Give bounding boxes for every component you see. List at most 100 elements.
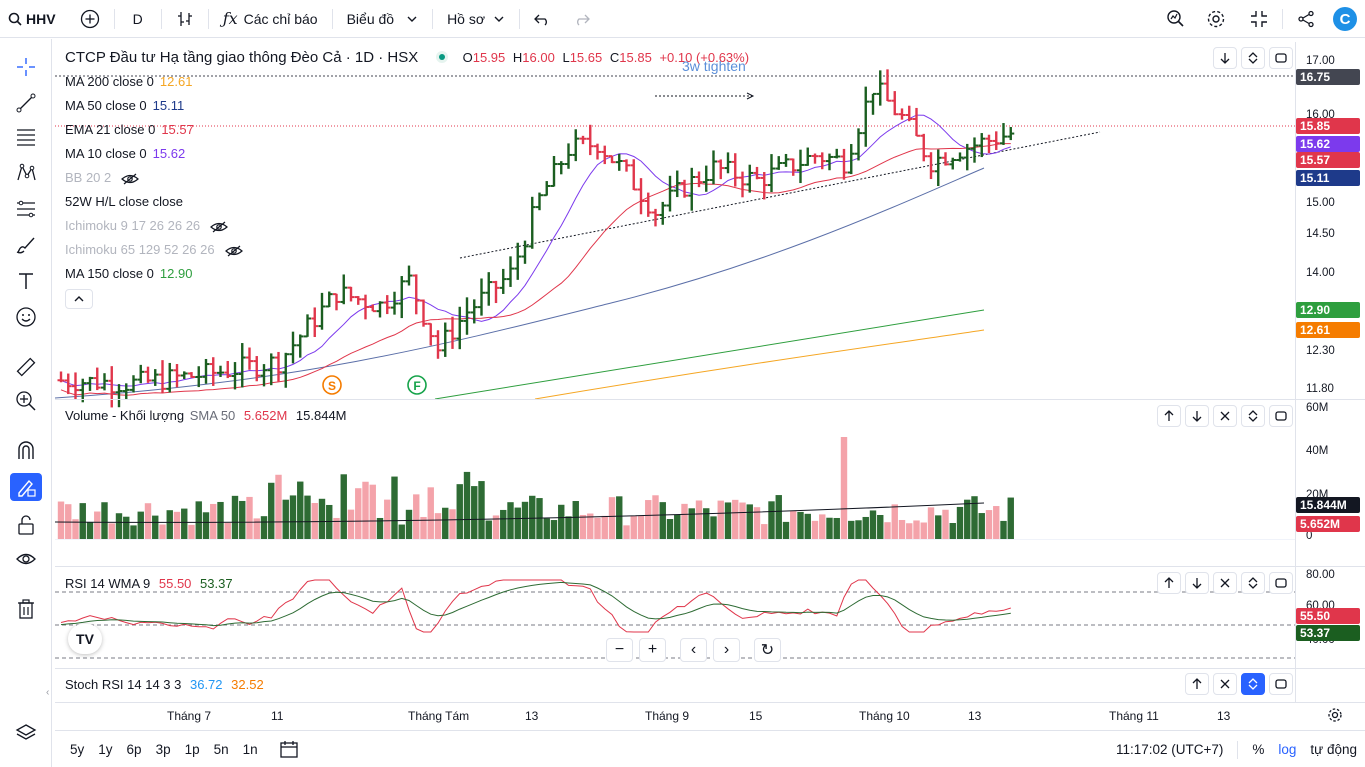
share-button[interactable] <box>1283 0 1329 38</box>
eye-off-icon[interactable] <box>121 173 140 185</box>
stoch-title[interactable]: Stoch RSI 14 14 3 3 <box>65 677 182 692</box>
plus-icon: + <box>647 641 658 658</box>
redo-button[interactable] <box>564 0 600 38</box>
move-up-button[interactable] <box>1185 673 1209 695</box>
scroll-left-button[interactable]: ‹ <box>680 638 707 662</box>
move-down-button[interactable] <box>1213 47 1237 69</box>
maximize-pane-button[interactable] <box>1241 673 1265 695</box>
compare-button[interactable] <box>66 0 114 38</box>
collapse-pane-button[interactable] <box>1269 572 1293 594</box>
ruler-tool[interactable] <box>10 353 42 381</box>
ohlc-bar <box>362 294 369 320</box>
indicators-button[interactable]: ƒx Các chỉ báo <box>209 0 332 38</box>
collapse-handle[interactable]: ‹ <box>46 687 50 698</box>
settings-button[interactable] <box>1196 0 1236 38</box>
maximize-pane-button[interactable] <box>1241 47 1265 69</box>
range-button-1y[interactable]: 1y <box>98 741 113 757</box>
undo-button[interactable] <box>520 0 564 38</box>
eye-off-icon[interactable] <box>224 245 243 257</box>
clock[interactable]: 11:17:02 (UTC+7) <box>1115 742 1224 757</box>
zoom-out-button[interactable]: − <box>606 638 633 662</box>
indicator-legend[interactable]: BB 20 2 <box>65 170 140 185</box>
move-down-button[interactable] <box>1185 405 1209 427</box>
pane-separator[interactable] <box>55 399 1365 400</box>
zoom-tool[interactable] <box>10 387 42 415</box>
profile-menu-button[interactable]: Hồ sơ <box>433 0 519 38</box>
volume-bar <box>920 522 927 539</box>
volume-bar <box>637 515 645 539</box>
scroll-right-button[interactable]: › <box>713 638 740 662</box>
indicator-legend[interactable]: MA 200 close 0 12.61 <box>65 74 192 89</box>
pane-separator[interactable] <box>55 566 1365 567</box>
remove-pane-button[interactable] <box>1213 673 1237 695</box>
indicator-legend[interactable]: Ichimoku 9 17 26 26 26 <box>65 218 229 233</box>
ohlc-bar <box>666 175 674 212</box>
chart-type-button[interactable] <box>162 0 208 38</box>
indicator-legend[interactable]: 52W H/L close close <box>65 194 183 209</box>
log-toggle[interactable]: log <box>1278 742 1297 757</box>
indicator-legend[interactable]: MA 150 close 0 12.90 <box>65 266 192 281</box>
zoom-in-button[interactable]: + <box>639 638 666 662</box>
symbol-search[interactable]: HHV <box>0 0 66 38</box>
trendline-tool[interactable] <box>10 89 42 117</box>
chart-menu-button[interactable]: Biểu đồ <box>333 0 432 38</box>
range-button-1p[interactable]: 1p <box>184 741 200 757</box>
reset-button[interactable]: ↻ <box>754 638 781 662</box>
time-axis[interactable]: Tháng 7 11 Tháng Tám 13 Tháng 9 15 Tháng 10 13 T… <box>55 702 1365 728</box>
collapse-pane-button[interactable] <box>1269 47 1293 69</box>
range-button-3p[interactable]: 3p <box>155 741 171 757</box>
move-down-button[interactable] <box>1185 572 1209 594</box>
move-up-button[interactable] <box>1157 405 1181 427</box>
visibility-tool[interactable] <box>10 545 42 573</box>
indicator-legend[interactable]: Ichimoku 65 129 52 26 26 <box>65 242 243 257</box>
price-scale[interactable]: 17.0016.0015.0014.5014.0013.4012.3011.80… <box>1295 42 1365 702</box>
indicator-legend[interactable]: EMA 21 close 0 15.57 <box>65 122 194 137</box>
fullscreen-button[interactable] <box>1236 0 1282 38</box>
percent-toggle[interactable]: % <box>1252 742 1265 757</box>
range-button-5y[interactable]: 5y <box>70 741 85 757</box>
indicator-legend[interactable]: MA 10 close 0 15.62 <box>65 146 185 161</box>
move-up-button[interactable] <box>1157 572 1181 594</box>
delete-tool[interactable] <box>10 595 42 623</box>
legend-collapse-button[interactable] <box>65 289 93 309</box>
text-tool[interactable] <box>10 267 42 295</box>
remove-pane-button[interactable] <box>1213 572 1237 594</box>
maximize-pane-button[interactable] <box>1241 572 1265 594</box>
crosshair-tool[interactable] <box>10 53 42 81</box>
rsi-title[interactable]: RSI 14 WMA 9 <box>65 576 151 591</box>
goto-date-button[interactable] <box>279 740 299 758</box>
indicator-legend[interactable]: MA 50 close 0 15.11 <box>65 98 184 113</box>
tradingview-logo[interactable]: TV <box>68 624 102 654</box>
volume-bar <box>456 484 463 539</box>
pattern-tool[interactable] <box>10 159 42 187</box>
indicator-name: BB 20 2 <box>65 170 112 185</box>
keep-drawing-tool[interactable] <box>10 473 42 501</box>
object-tree-button[interactable] <box>10 719 42 747</box>
brush-tool[interactable] <box>10 231 42 259</box>
collapse-pane-button[interactable] <box>1269 405 1293 427</box>
volume-title[interactable]: Volume - Khối lượng <box>65 408 185 423</box>
range-button-5n[interactable]: 5n <box>213 741 229 757</box>
eye-off-icon[interactable] <box>210 221 229 233</box>
quick-search-button[interactable] <box>1156 0 1196 38</box>
emoji-tool[interactable] <box>10 303 42 331</box>
pane-separator[interactable] <box>55 668 1365 669</box>
range-button-1n[interactable]: 1n <box>242 741 258 757</box>
brand-logo[interactable]: C <box>1329 0 1365 38</box>
axis-settings-button[interactable] <box>1327 707 1343 726</box>
maximize-pane-button[interactable] <box>1241 405 1265 427</box>
lock-tool[interactable] <box>10 511 42 539</box>
marker-s: S <box>322 375 342 395</box>
range-button-6p[interactable]: 6p <box>126 741 142 757</box>
magnet-tool[interactable] <box>10 437 42 465</box>
remove-pane-button[interactable] <box>1213 405 1237 427</box>
fib-tool[interactable] <box>10 123 42 151</box>
collapse-pane-button[interactable] <box>1269 673 1293 695</box>
forecast-tool[interactable] <box>10 195 42 223</box>
indicator-value: 15.62 <box>152 146 186 161</box>
auto-toggle[interactable]: tự động <box>1310 742 1357 757</box>
annotation-text[interactable]: 3w tighten <box>682 58 746 74</box>
instrument-title[interactable]: CTCP Đầu tư Hạ tầng giao thông Đèo Cả · … <box>65 49 419 66</box>
interval-button[interactable]: D <box>132 10 143 27</box>
